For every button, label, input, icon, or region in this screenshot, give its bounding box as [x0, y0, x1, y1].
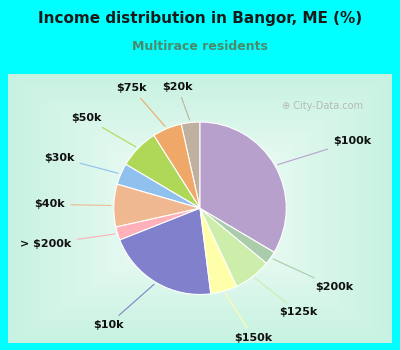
Text: $100k: $100k	[278, 136, 371, 165]
Text: $30k: $30k	[44, 153, 118, 173]
Wedge shape	[114, 184, 200, 227]
Text: Multirace residents: Multirace residents	[132, 40, 268, 53]
Wedge shape	[200, 208, 237, 294]
Wedge shape	[200, 208, 274, 263]
Wedge shape	[126, 135, 200, 208]
Text: $40k: $40k	[35, 199, 111, 209]
Wedge shape	[181, 122, 200, 208]
Wedge shape	[154, 124, 200, 208]
Text: Income distribution in Bangor, ME (%): Income distribution in Bangor, ME (%)	[38, 10, 362, 26]
Text: $75k: $75k	[117, 83, 165, 126]
Text: $200k: $200k	[273, 259, 353, 292]
Text: $150k: $150k	[226, 293, 273, 343]
Wedge shape	[116, 208, 200, 240]
Text: ⊕ City-Data.com: ⊕ City-Data.com	[282, 101, 363, 111]
Text: > $200k: > $200k	[20, 234, 115, 249]
Wedge shape	[120, 208, 211, 294]
Wedge shape	[200, 208, 266, 286]
Text: $50k: $50k	[71, 113, 136, 147]
Text: $10k: $10k	[93, 284, 154, 330]
Text: $20k: $20k	[162, 82, 193, 120]
Wedge shape	[200, 122, 286, 252]
Text: $125k: $125k	[255, 278, 318, 317]
Wedge shape	[117, 164, 200, 208]
